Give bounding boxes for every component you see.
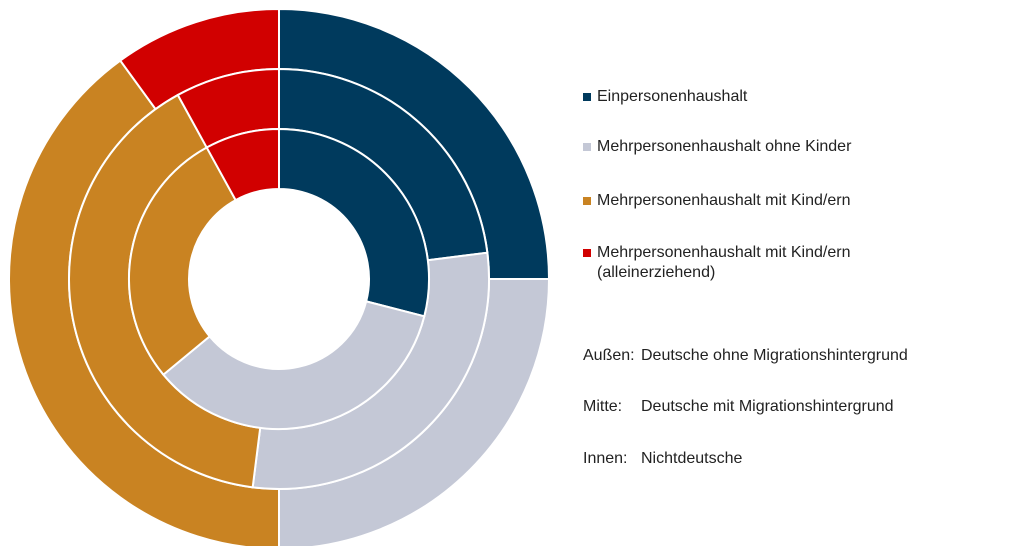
chart [8,7,551,546]
ring-segment [205,127,280,202]
legend-swatch [583,93,591,101]
ring-label: Innen: Nichtdeutsche [583,450,742,468]
legend-item: Mehrpersonenhaushalt ohne Kinder [583,137,923,157]
ring-segment [278,127,430,318]
ring-name: Deutsche ohne Migrationshintergrund [641,347,908,364]
legend-label: Mehrpersonenhaushalt ohne Kinder [597,138,852,155]
ring-position: Außen: [583,347,635,364]
legend-item: Mehrpersonenhaushalt mit Kind/ern [583,191,923,211]
legend-swatch [583,143,591,151]
ring-label: Mitte: Deutsche mit Migrationshintergrund [583,398,894,416]
legend-label: Mehrpersonenhaushalt mit Kind/ern (allei… [597,244,851,281]
legend-swatch [583,249,591,257]
ring-position: Innen: [583,450,628,467]
ring-segment [128,146,237,377]
legend-item: Einpersonenhaushalt [583,87,923,107]
legend-swatch [583,197,591,205]
ring-name: Nichtdeutsche [641,450,743,467]
legend-item: Mehrpersonenhaushalt mit Kind/ern (allei… [583,243,923,283]
ring-label: Außen: Deutsche ohne Migrationshintergrun… [583,347,908,365]
ring-name: Deutsche mit Migrationshintergrund [641,398,894,415]
ring-segment [162,300,426,430]
legend-label: Einpersonenhaushalt [597,88,748,105]
legend-label: Mehrpersonenhaushalt mit Kind/ern [597,192,851,209]
ring-position: Mitte: [583,398,623,415]
